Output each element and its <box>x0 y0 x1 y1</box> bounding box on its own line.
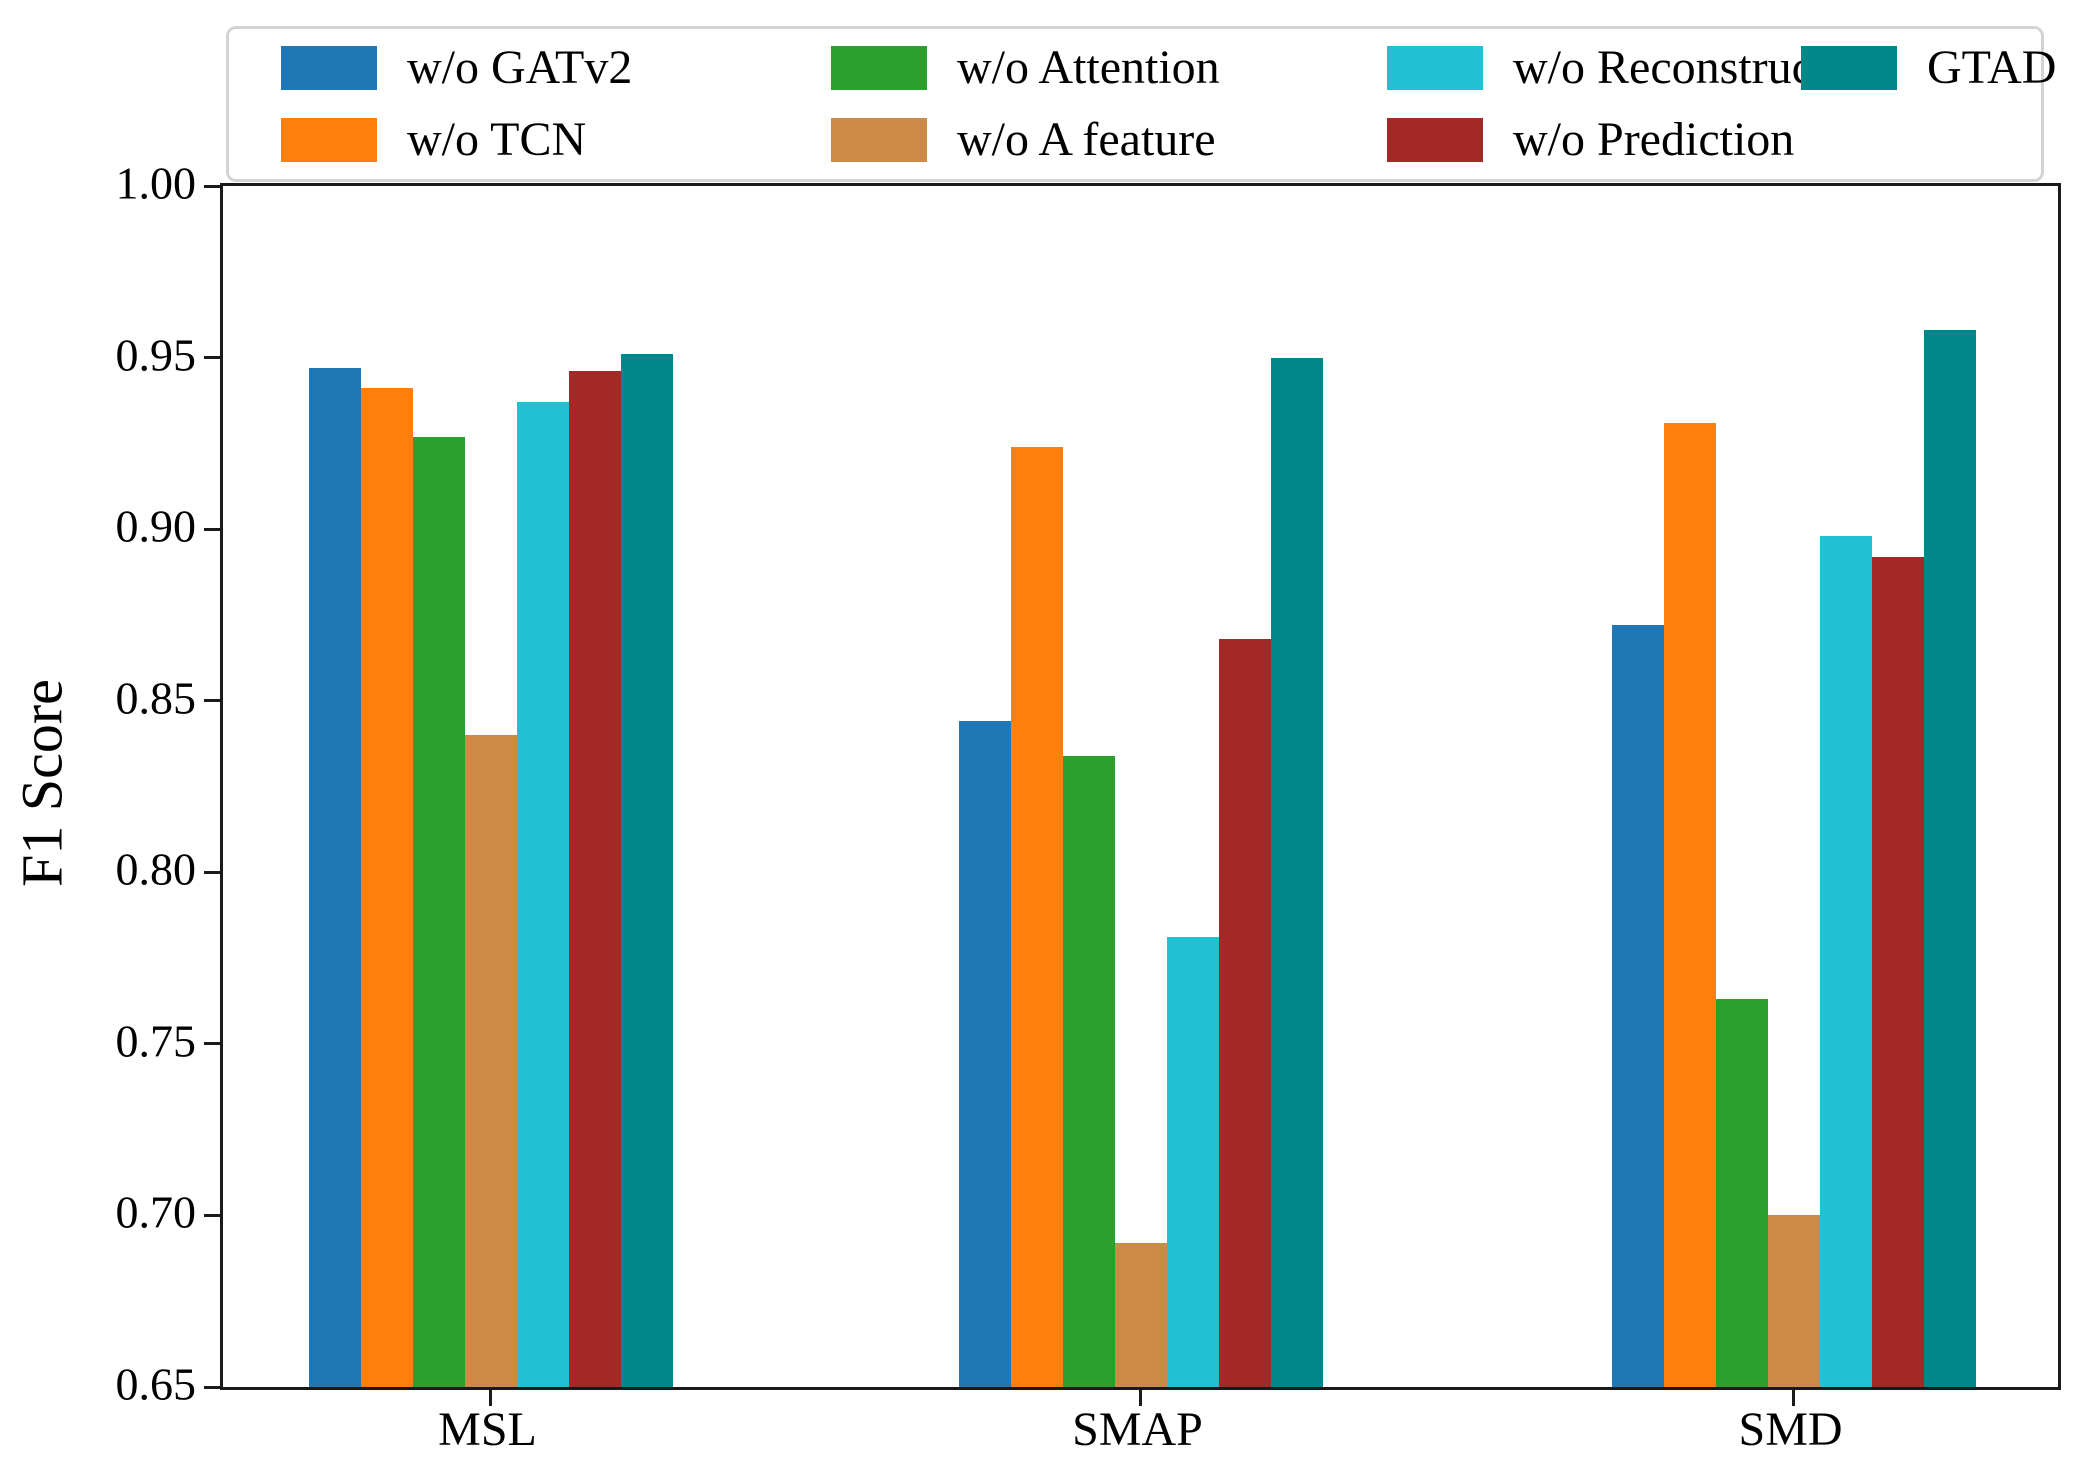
plot-area <box>204 183 2061 1406</box>
x-tick-label-smd: SMD <box>1738 1403 1843 1456</box>
y-axis-tick-labels: 1.00 0.95 0.90 0.85 0.80 0.75 0.70 0.65 <box>0 158 197 1410</box>
bar-smap-series-0 <box>958 721 1011 1387</box>
y-tick-label: 1.00 <box>115 157 197 209</box>
legend-label: w/o GATv2 <box>407 41 633 94</box>
y-tick-mark <box>204 1213 220 1217</box>
bar-smap-series-6 <box>1270 357 1323 1387</box>
y-tick-label: 0.80 <box>115 843 197 895</box>
y-tick-label: 0.95 <box>115 329 197 381</box>
y-tick-label: 0.65 <box>115 1358 197 1410</box>
legend-label: w/o Attention <box>957 41 1220 94</box>
legend-label: w/o TCN <box>407 113 587 166</box>
legend-item: w/o GATv2 <box>281 41 633 94</box>
legend-swatch-icon <box>1801 46 1897 90</box>
y-tick-label: 0.75 <box>115 1015 197 1067</box>
x-tick-label-smap: SMAP <box>1072 1403 1203 1456</box>
legend-swatch-icon <box>281 118 377 162</box>
bar-smd-series-0 <box>1611 625 1664 1387</box>
legend-label: w/o A feature <box>957 113 1216 166</box>
bar-smd-series-5 <box>1871 556 1924 1387</box>
bar-smd-series-4 <box>1819 536 1872 1387</box>
legend-item: w/o TCN <box>281 113 587 166</box>
y-tick-mark <box>204 356 220 360</box>
bar-smap-series-4 <box>1166 937 1219 1387</box>
legend-swatch-icon <box>831 46 927 90</box>
x-tick-mark <box>1792 1390 1796 1406</box>
bar-msl-series-4 <box>516 402 569 1387</box>
y-tick-label: 0.70 <box>115 1186 197 1238</box>
bar-smd-series-6 <box>1923 330 1976 1387</box>
legend-label: w/o Prediction <box>1513 113 1795 166</box>
bar-smd-series-3 <box>1767 1215 1820 1387</box>
legend-swatch-icon <box>281 46 377 90</box>
legend-swatch-icon <box>1387 118 1483 162</box>
y-tick-mark <box>204 527 220 531</box>
bar-smd-series-1 <box>1663 422 1716 1387</box>
legend-label: GTAD <box>1927 41 2057 94</box>
y-tick-mark <box>204 1042 220 1046</box>
legend-item: w/o Attention <box>831 41 1220 94</box>
y-tick-mark <box>204 184 220 188</box>
bar-smap-series-1 <box>1010 446 1063 1387</box>
y-tick-mark <box>204 699 220 703</box>
bar-smap-series-2 <box>1062 755 1115 1387</box>
x-tick-mark <box>1139 1390 1142 1406</box>
x-tick-label-msl: MSL <box>438 1403 537 1456</box>
bar-msl-series-5 <box>568 371 621 1387</box>
bar-smap-series-5 <box>1218 638 1271 1387</box>
bar-msl-series-6 <box>620 354 673 1387</box>
bar-msl-series-3 <box>464 735 517 1387</box>
y-tick-mark <box>204 1385 220 1389</box>
bar-msl-series-2 <box>412 436 465 1387</box>
bar-msl-series-0 <box>308 367 361 1387</box>
legend-item: GTAD <box>1801 41 2057 94</box>
bar-smap-series-3 <box>1114 1242 1167 1387</box>
x-tick-mark <box>489 1390 493 1406</box>
bar-smd-series-2 <box>1715 999 1768 1387</box>
legend-swatch-icon <box>831 118 927 162</box>
legend-item: w/o A feature <box>831 113 1216 166</box>
y-tick-label: 0.85 <box>115 672 197 724</box>
legend-swatch-icon <box>1387 46 1483 90</box>
y-tick-mark <box>204 870 220 874</box>
legend: w/o GATv2 w/o TCN w/o Attention w/o A featu… <box>226 26 2056 182</box>
legend-item: w/o Prediction <box>1387 113 1795 166</box>
y-tick-label: 0.90 <box>115 500 197 552</box>
bar-msl-series-1 <box>360 388 413 1387</box>
